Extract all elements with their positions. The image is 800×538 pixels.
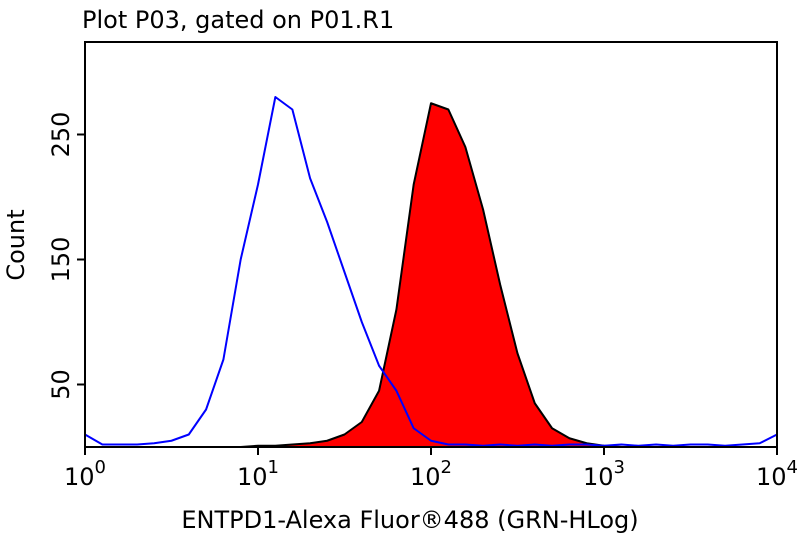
x-tick-label: 103 [583,457,625,491]
x-axis-label: ENTPD1-Alexa Fluor®488 (GRN-HLog) [181,506,638,534]
y-tick-label: 50 [47,369,75,400]
x-tick-label: 104 [756,457,798,491]
x-tick-base: 10 [410,463,441,491]
x-tick-exponent: 3 [614,457,625,478]
y-tick-label: 250 [47,112,75,158]
x-tick-label: 100 [64,457,106,491]
y-tick-label: 150 [47,237,75,283]
x-tick-label: 102 [410,457,452,491]
x-tick-base: 10 [583,463,614,491]
x-tick-exponent: 4 [787,457,798,478]
x-tick-exponent: 0 [95,457,106,478]
histogram-area [84,102,778,448]
x-tick-base: 10 [237,463,268,491]
x-tick-exponent: 1 [268,457,279,478]
x-tick-base: 10 [64,463,95,491]
x-tick-label: 101 [237,457,279,491]
x-tick-base: 10 [756,463,787,491]
x-tick-exponent: 2 [441,457,452,478]
chart-title: Plot P03, gated on P01.R1 [82,6,394,34]
y-axis-label: Count [2,209,30,280]
histogram-line [84,96,778,447]
